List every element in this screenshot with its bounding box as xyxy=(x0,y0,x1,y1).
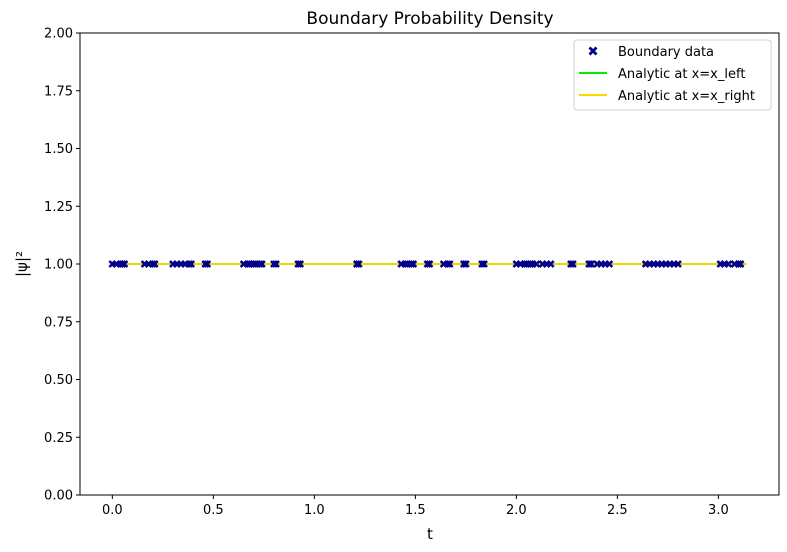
legend-marker-boundary-data xyxy=(588,46,598,56)
data-point xyxy=(409,260,418,268)
y-tick-label: 1.25 xyxy=(44,200,73,215)
y-tick-label: 2.00 xyxy=(44,27,73,42)
data-point xyxy=(736,260,745,268)
data-point xyxy=(724,260,733,268)
data-point xyxy=(478,260,486,268)
data-point xyxy=(585,260,594,268)
x-tick-label: 3.0 xyxy=(708,503,729,518)
data-point xyxy=(118,260,127,268)
data-point xyxy=(566,260,575,268)
data-point xyxy=(674,260,682,268)
data-point xyxy=(203,260,212,268)
legend: Boundary data Analytic at x=x_left Analy… xyxy=(573,39,772,111)
data-point xyxy=(201,260,210,268)
data-point xyxy=(354,260,363,268)
y-tick-label: 0.25 xyxy=(44,431,73,446)
x-tick-label: 0.0 xyxy=(102,503,123,518)
data-point xyxy=(423,260,432,268)
x-tick-label: 0.5 xyxy=(203,503,224,518)
data-point xyxy=(569,260,577,268)
data-point xyxy=(445,260,454,268)
data-point xyxy=(532,260,541,268)
data-point xyxy=(461,260,470,268)
x-tick-label: 2.0 xyxy=(506,503,527,518)
data-point xyxy=(255,260,264,268)
data-point xyxy=(272,260,280,268)
legend-label-analytic-right: Analytic at x=x_right xyxy=(618,89,755,104)
data-point xyxy=(187,260,196,268)
y-tick-label: 1.00 xyxy=(44,258,73,273)
legend-entry-analytic-left: Analytic at x=x_left xyxy=(579,67,745,82)
data-point xyxy=(520,260,529,268)
data-point xyxy=(257,260,266,268)
data-point xyxy=(526,260,535,268)
y-tick-label: 1.50 xyxy=(44,142,73,157)
data-point xyxy=(546,260,555,268)
data-point xyxy=(407,260,416,268)
x-axis-title: t xyxy=(427,525,433,543)
data-point xyxy=(401,260,410,268)
data-point xyxy=(425,260,434,268)
x-tick-label: 1.0 xyxy=(304,503,325,518)
legend-box xyxy=(573,39,772,111)
data-point xyxy=(352,260,361,268)
legend-label-analytic-left: Analytic at x=x_left xyxy=(618,67,745,82)
y-tick-label: 1.75 xyxy=(44,84,73,99)
data-point xyxy=(148,260,157,268)
y-tick-label: 0.75 xyxy=(44,315,73,330)
data-point xyxy=(185,260,194,268)
legend-entry-boundary-data: Boundary data xyxy=(588,45,714,60)
data-point xyxy=(587,260,596,268)
points-layer xyxy=(108,260,745,268)
y-axis-title: |ψ|² xyxy=(13,251,31,277)
data-point xyxy=(150,260,159,268)
y-tick-label: 0.00 xyxy=(44,489,73,504)
x-axis-ticks: 0.0 0.5 1.0 1.5 2.0 2.5 3.0 xyxy=(102,495,729,518)
chart-title: Boundary Probability Density xyxy=(306,9,553,29)
x-tick-label: 1.5 xyxy=(405,503,426,518)
data-point xyxy=(249,260,258,268)
y-axis-ticks: 0.00 0.25 0.50 0.75 1.00 1.25 1.50 1.75 2.00 xyxy=(44,27,80,504)
data-point xyxy=(734,260,743,268)
y-tick-label: 0.50 xyxy=(44,373,73,388)
data-point xyxy=(443,260,452,268)
data-point xyxy=(120,260,129,268)
data-point xyxy=(270,260,278,268)
legend-label-boundary-data: Boundary data xyxy=(618,45,714,60)
data-point xyxy=(480,260,488,268)
data-point xyxy=(459,260,468,268)
data-point xyxy=(605,260,614,268)
legend-entry-analytic-right: Analytic at x=x_right xyxy=(579,89,755,104)
x-tick-label: 2.5 xyxy=(607,503,628,518)
data-point xyxy=(243,260,252,268)
data-point xyxy=(294,260,303,268)
data-point xyxy=(296,260,305,268)
